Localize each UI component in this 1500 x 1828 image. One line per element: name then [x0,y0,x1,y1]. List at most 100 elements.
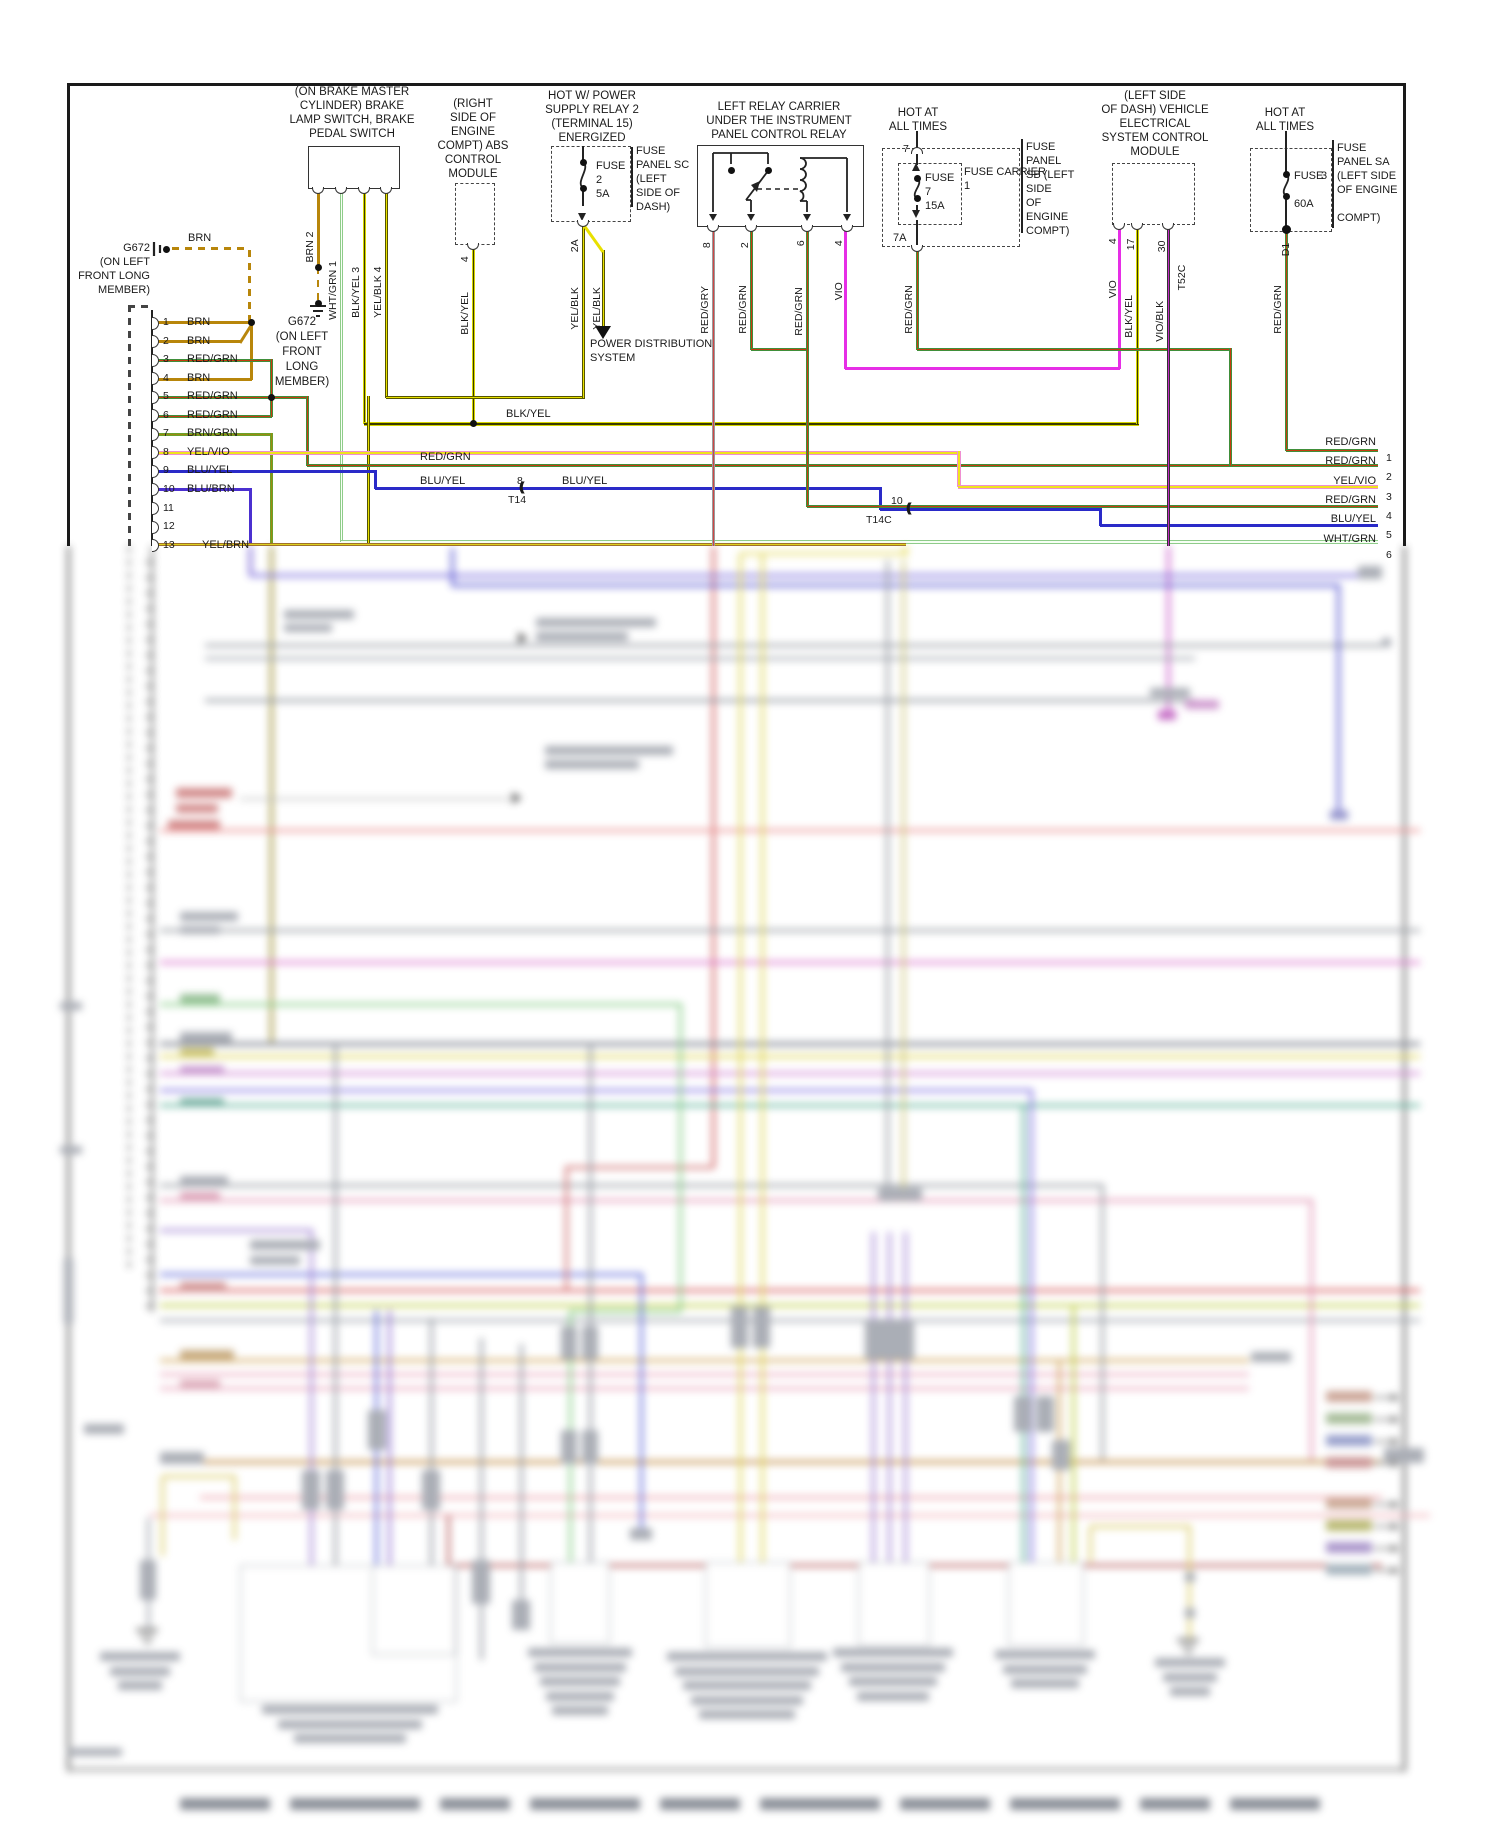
diagram-label: FRONT [282,346,322,358]
junction-dot [267,393,275,401]
diagram-label: BLK/YEL 3 [350,267,362,318]
wire [843,229,847,369]
blurred-wire [160,1003,681,1006]
connector-bump [910,146,923,154]
right-pin-number: 1 [1386,452,1392,464]
connector-bump [1112,223,1125,230]
diagram-label: POWER DISTRIBUTION [590,338,713,350]
left-pin-label: BRN/GRN [187,427,238,440]
blurred-wire [160,1229,311,1232]
diagram-label: 60A [1294,198,1314,210]
blurred-wire [639,1273,643,1530]
fuse-panel-sa-box [1250,148,1332,232]
junction-dot [247,318,255,326]
wire [581,222,585,398]
right-pin-label: BLU/YEL [1330,513,1376,526]
blurred-wire [903,546,907,554]
blurred-text [1330,810,1348,820]
blurred-text [841,1662,945,1672]
blurred-wire [1090,1525,1189,1528]
wire [1100,524,1378,527]
blurred-text [1326,1542,1372,1553]
diagram-label: T14C [866,514,892,526]
blurred-text [1185,1651,1192,1654]
blurred-text [1155,1658,1225,1667]
right-pin-number: 4 [1386,509,1392,522]
diagram-label: 7 [903,143,909,155]
wire [749,229,753,350]
blurred-component-box [372,1565,456,1655]
blurred-text [472,1560,490,1604]
diagram-label: (ON LEFT [275,331,329,343]
blurred-text [1003,1664,1087,1674]
blurred-wire [570,1310,681,1313]
blurred-wire [519,1344,523,1620]
blurred-component-box [705,1562,791,1648]
diagram-label: (LEFT SIDE [1337,170,1397,182]
right-pin-number: 6 [1386,548,1392,561]
blurred-wire [160,1104,1420,1107]
diagram-label: 15A [925,200,945,212]
diagram-label: 3 [1321,170,1328,182]
diagram-label: (LEFT SIDE [1124,90,1186,102]
blurred-text [60,1146,82,1154]
blurred-wire [160,1042,1420,1046]
diagram-label: BRN 2 [304,231,316,262]
right-pin-label: RED/GRN [1325,455,1376,468]
diagram-label: ENGINE [1026,211,1069,223]
diagram-label: 2 [596,174,603,186]
wire [917,348,1230,351]
wire [805,229,809,507]
left-pin-number: 9 [163,464,169,477]
blurred-text [1326,1413,1372,1424]
arrowhead [595,326,611,339]
wire [1284,230,1288,451]
diagram-label: PANEL SA [1337,156,1390,168]
wire [158,321,252,324]
left-pin-number: 1 [163,316,169,328]
left-pin-label: BRN [187,371,211,384]
diagram-label: PEDAL SWITCH [309,128,395,140]
wire [601,250,605,326]
blurred-text [100,1652,180,1661]
blurred-text [1052,1440,1070,1470]
diagram-label: D1 [1280,242,1292,256]
blurred-wire [903,1232,907,1562]
arrowhead [512,792,522,804]
diagram-label: YEL/BLK [591,287,603,330]
blurred-text [675,1666,819,1676]
diagram-label: MEMBER) [98,284,150,296]
diagram-label: HOT W/ POWER [548,90,636,102]
blurred-wire [871,1232,875,1562]
blurred-text [180,994,220,1003]
wire [915,131,918,149]
left-pin-label: YEL/BRN [202,538,250,551]
wire [915,152,918,165]
connector-bump [152,353,159,367]
wire [364,422,1139,426]
wire [271,396,308,399]
diagram-label: (RIGHT [453,98,493,110]
left-pin-number: 12 [163,520,175,533]
wire [1286,449,1378,452]
diagram-label: 1 [964,180,971,192]
diagram-label: BLU/YEL [420,475,466,487]
blurred-wire [1100,1184,1104,1460]
blurred-text [1326,1564,1372,1575]
diagram-label: G672 [123,242,150,254]
blurred-text [1163,1672,1217,1682]
blurred-text [1158,710,1176,720]
wire [316,187,320,267]
blurred-text [180,1032,232,1042]
connector-bump [1161,223,1174,230]
diagram-label: MODULE [1130,146,1180,158]
left-pin-label: BLU/BRN [187,482,235,495]
diagram-label: SB (LEFT [1026,169,1075,181]
blurred-wire [160,1359,1249,1362]
blurred-wire [1021,1104,1025,1562]
blurred-text [1358,566,1382,579]
junction-dot [314,263,322,271]
blurred-wire [1336,584,1340,810]
diagram-label: 8 [517,475,523,487]
arrowhead [802,214,811,221]
